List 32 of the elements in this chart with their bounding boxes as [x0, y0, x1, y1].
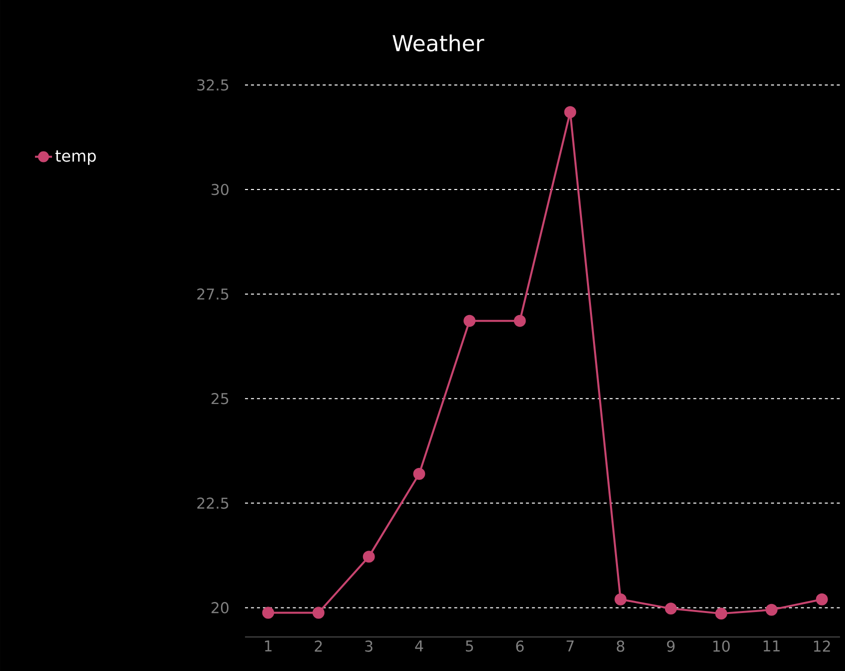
point	[413, 468, 426, 480]
y-tick-label: 22.5	[197, 498, 228, 509]
point	[715, 608, 728, 620]
point	[816, 593, 828, 606]
x-tick-label: 10	[713, 640, 730, 652]
point	[464, 314, 476, 327]
point	[564, 106, 576, 118]
y-tick-label: 30	[212, 184, 228, 196]
chart-title: Weather	[392, 34, 484, 52]
y-tick-label: 32.5	[197, 79, 228, 91]
point	[766, 604, 778, 616]
x-tick-label: 2	[314, 640, 322, 652]
y-tick-label: 20	[212, 602, 228, 614]
x-tick-label: 12	[814, 640, 830, 652]
legend-label: temp	[55, 150, 96, 165]
x-tick-label: 6	[516, 640, 524, 652]
x-tick-label: 7	[566, 640, 574, 652]
point	[514, 314, 526, 327]
point	[262, 606, 274, 619]
x-tick-label: 5	[466, 640, 473, 652]
point	[614, 593, 627, 606]
point	[664, 602, 677, 615]
y-tick-label: 25	[212, 392, 228, 404]
x-tick-label: 9	[667, 640, 675, 652]
point	[312, 606, 324, 619]
point	[362, 550, 375, 563]
y-tick-label: 27.5	[197, 288, 228, 300]
x-tick-label: 1	[265, 640, 272, 652]
x-tick-label: 3	[365, 640, 372, 652]
x-tick-label: 8	[616, 640, 624, 652]
x-tick-label: 4	[415, 640, 424, 652]
x-tick-label: 11	[764, 640, 780, 652]
